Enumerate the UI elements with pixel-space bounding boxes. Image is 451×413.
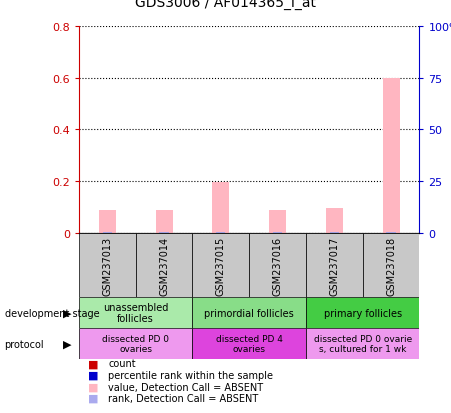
Text: ■: ■ (88, 382, 98, 392)
Bar (99, 210, 116, 233)
Bar (193, 328, 306, 359)
Text: unassembled
follicles: unassembled follicles (103, 302, 168, 324)
Text: rank, Detection Call = ABSENT: rank, Detection Call = ABSENT (108, 393, 258, 403)
Text: ▶: ▶ (64, 339, 72, 349)
Bar (79, 233, 136, 297)
Text: dissected PD 0 ovarie
s, cultured for 1 wk: dissected PD 0 ovarie s, cultured for 1 … (313, 334, 412, 354)
Text: GSM237014: GSM237014 (159, 236, 169, 295)
Bar (249, 233, 306, 297)
Text: ■: ■ (88, 358, 98, 368)
Bar (216, 232, 226, 233)
Text: GSM237013: GSM237013 (102, 236, 112, 295)
Bar (273, 232, 282, 233)
Bar (387, 232, 396, 233)
Bar (330, 232, 339, 233)
Bar (193, 297, 306, 328)
Bar (212, 183, 229, 233)
Bar (306, 297, 419, 328)
Bar (79, 328, 193, 359)
Text: percentile rank within the sample: percentile rank within the sample (108, 370, 273, 380)
Bar (159, 232, 169, 233)
Bar (103, 232, 112, 233)
Text: GSM237016: GSM237016 (272, 236, 283, 295)
Text: primordial follicles: primordial follicles (204, 308, 294, 318)
Text: dissected PD 4
ovaries: dissected PD 4 ovaries (216, 334, 283, 354)
Bar (306, 233, 363, 297)
Text: GDS3006 / AF014365_i_at: GDS3006 / AF014365_i_at (135, 0, 316, 10)
Text: dissected PD 0
ovaries: dissected PD 0 ovaries (102, 334, 169, 354)
Text: development stage: development stage (5, 308, 99, 318)
Bar (306, 328, 419, 359)
Text: GSM237015: GSM237015 (216, 236, 226, 295)
Text: protocol: protocol (5, 339, 44, 349)
Text: ■: ■ (88, 370, 98, 380)
Text: count: count (108, 358, 136, 368)
Text: GSM237018: GSM237018 (386, 236, 396, 295)
Text: value, Detection Call = ABSENT: value, Detection Call = ABSENT (108, 382, 263, 392)
Text: ▶: ▶ (64, 308, 72, 318)
Bar (382, 78, 400, 233)
Text: ■: ■ (88, 393, 98, 403)
Bar (79, 297, 193, 328)
Bar (326, 209, 343, 233)
Bar (136, 233, 193, 297)
Text: primary follicles: primary follicles (324, 308, 402, 318)
Bar (269, 210, 286, 233)
Bar (156, 210, 173, 233)
Bar (193, 233, 249, 297)
Bar (363, 233, 419, 297)
Text: GSM237017: GSM237017 (329, 236, 339, 295)
